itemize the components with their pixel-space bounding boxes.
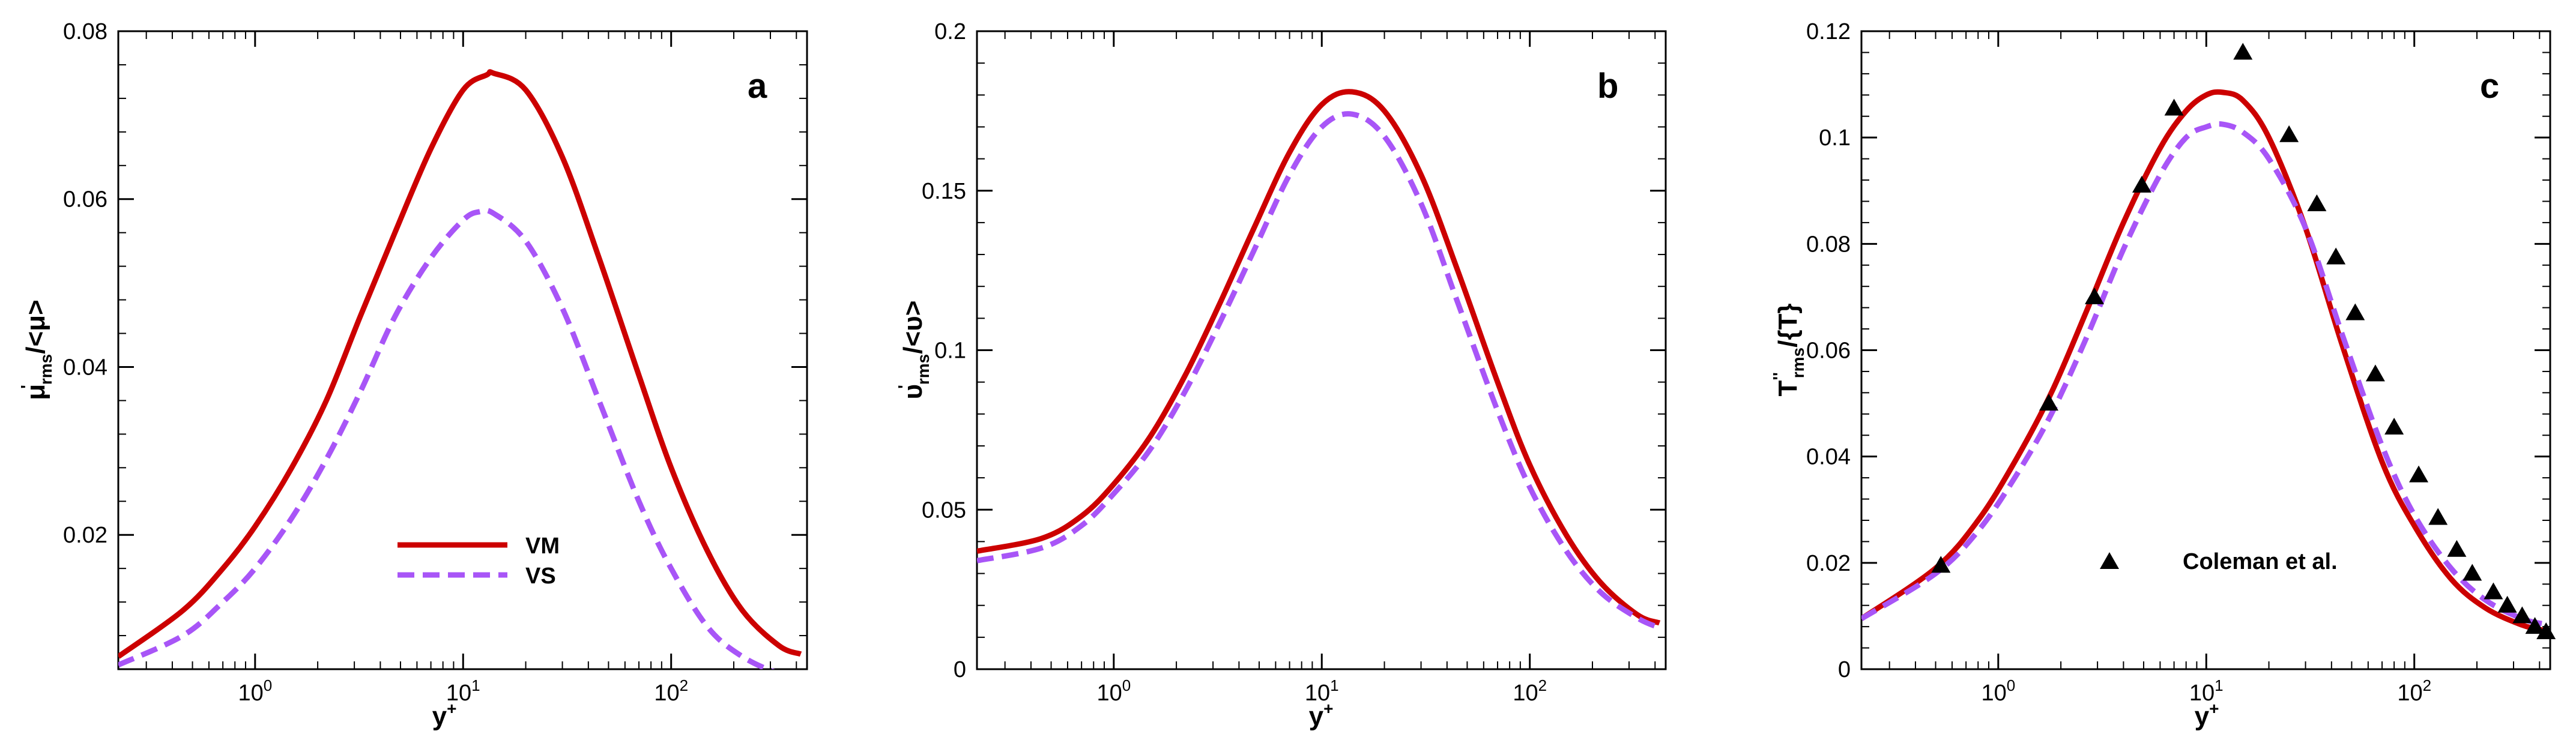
panel-letter-c: c xyxy=(2480,67,2499,106)
coleman-marker xyxy=(2428,508,2448,525)
xtick-label: 101 xyxy=(446,676,480,706)
panel-a: 0.02 0.04 0.06 0.08 100 101 102 a y+ μ'rms/<μ>… xyxy=(17,19,808,731)
ytick-label: 0.04 xyxy=(1806,445,1851,470)
coleman-marker xyxy=(2512,606,2532,624)
panel-c: 0 0.02 0.04 0.06 0.08 0.1 0.12 100 101 102 c y+ T… xyxy=(1770,19,2556,731)
curves-b xyxy=(977,89,1661,631)
ticks-a: 0.02 0.04 0.06 0.08 100 101 102 xyxy=(63,19,807,706)
legend-label-vm: VM xyxy=(525,534,560,559)
coleman-marker xyxy=(2409,465,2429,483)
coleman-marker xyxy=(1931,556,1951,573)
ytick-label: 0 xyxy=(954,657,966,682)
ytick-label: 0 xyxy=(1838,657,1851,682)
coleman-marker xyxy=(2233,43,2253,60)
coleman-marker xyxy=(2326,247,2346,265)
ytick-label: 0.15 xyxy=(922,179,966,204)
legend-label-vs: VS xyxy=(525,564,556,589)
xtick-label: 100 xyxy=(1096,676,1131,706)
ytick-label: 0.08 xyxy=(1806,232,1851,257)
panel-letter-a: a xyxy=(748,67,767,106)
ytick-label: 0.1 xyxy=(934,338,966,364)
legend-a: VM VS xyxy=(398,534,560,589)
ylabel-a: μ'rms/<μ> xyxy=(17,299,55,400)
coleman-marker xyxy=(2463,564,2482,581)
coleman-marker xyxy=(2279,125,2299,142)
curves-c xyxy=(1861,43,2556,639)
xtick-label: 100 xyxy=(1981,676,2015,706)
xlabel-c: y+ xyxy=(2195,699,2219,731)
xtick-label: 100 xyxy=(238,676,272,706)
curves-a xyxy=(118,69,802,669)
xtick-label: 102 xyxy=(2397,676,2431,706)
series-vs-line xyxy=(1861,121,2545,627)
ytick-label: 0.2 xyxy=(934,19,966,44)
coleman-marker xyxy=(2525,617,2545,634)
legend-c: Coleman et al. xyxy=(2100,549,2338,574)
xlabel-b: y+ xyxy=(1309,699,1334,731)
coleman-marker xyxy=(2307,194,2327,211)
coleman-marker xyxy=(2497,595,2517,613)
legend-label-coleman: Coleman et al. xyxy=(2183,549,2338,574)
ytick-label: 0.08 xyxy=(63,19,107,44)
coleman-marker xyxy=(2164,98,2184,116)
xtick-label: 102 xyxy=(1513,676,1547,706)
series-vm-line xyxy=(1861,89,2545,633)
ylabel-c: T''rms/{T} xyxy=(1770,304,1807,397)
coleman-marker xyxy=(2484,582,2503,600)
series-vs-line xyxy=(977,111,1661,631)
xlabel-a: y+ xyxy=(432,699,457,731)
coleman-marker xyxy=(2447,540,2467,557)
series-vm-line xyxy=(118,69,802,659)
legend-marker-coleman xyxy=(2100,552,2119,569)
ytick-label: 0.02 xyxy=(1806,551,1851,576)
series-vs-line xyxy=(118,207,775,669)
panel-b: 0 0.05 0.1 0.15 0.2 100 101 102 b y+ υ'rms/<υ> xyxy=(895,19,1667,731)
ytick-label: 0.06 xyxy=(1806,338,1851,364)
coleman-marker xyxy=(2365,364,2385,382)
ytick-label: 0.04 xyxy=(63,355,107,380)
ticks-c: 0 0.02 0.04 0.06 0.08 0.1 0.12 100 101 102 xyxy=(1806,19,2550,706)
coleman-marker xyxy=(2132,175,2151,193)
xtick-label: 102 xyxy=(654,676,688,706)
ylabel-b: υ'rms/<υ> xyxy=(895,301,933,400)
ytick-label: 0.1 xyxy=(1819,125,1851,151)
panel-letter-b: b xyxy=(1597,67,1618,106)
coleman-marker xyxy=(2085,287,2105,304)
coleman-marker xyxy=(2039,394,2059,411)
ytick-label: 0.05 xyxy=(922,498,966,523)
coleman-marker xyxy=(2345,303,2365,320)
ytick-label: 0.12 xyxy=(1806,19,1851,44)
xtick-label: 101 xyxy=(1305,676,1339,706)
xtick-label: 101 xyxy=(2189,676,2224,706)
coleman-marker xyxy=(2384,417,2404,435)
ytick-label: 0.02 xyxy=(63,523,107,548)
coleman-marker xyxy=(2536,622,2556,639)
ytick-label: 0.06 xyxy=(63,187,107,212)
series-vm-line xyxy=(977,89,1661,626)
ticks-b: 0 0.05 0.1 0.15 0.2 100 101 102 xyxy=(922,19,1666,706)
